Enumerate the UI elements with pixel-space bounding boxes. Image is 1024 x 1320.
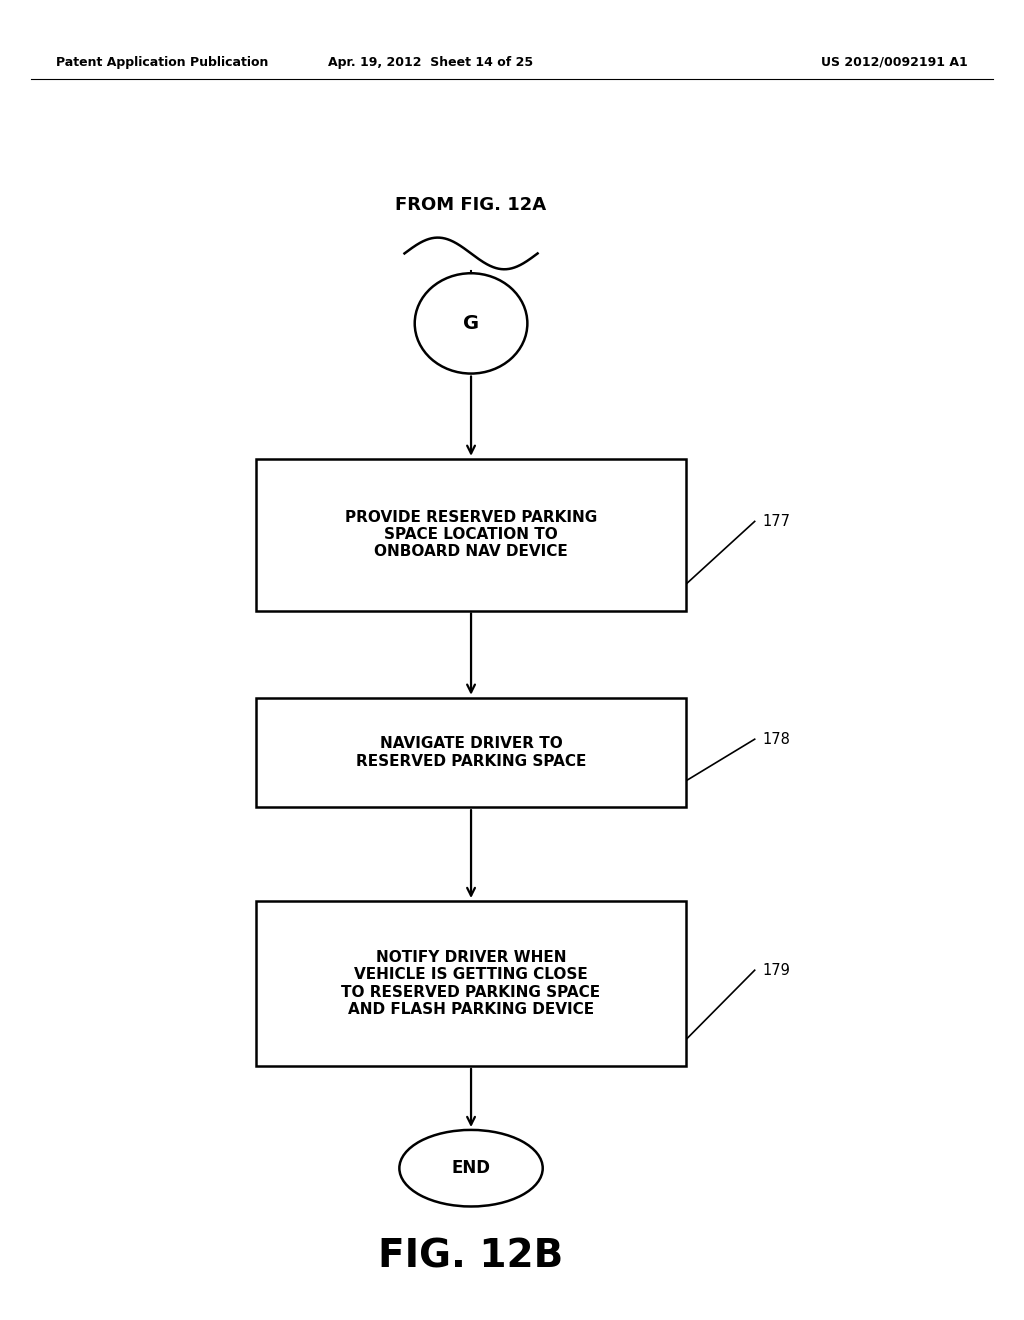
Text: NAVIGATE DRIVER TO
RESERVED PARKING SPACE: NAVIGATE DRIVER TO RESERVED PARKING SPAC…: [356, 737, 586, 768]
FancyBboxPatch shape: [256, 697, 686, 807]
Text: US 2012/0092191 A1: US 2012/0092191 A1: [821, 55, 968, 69]
Text: FROM FIG. 12A: FROM FIG. 12A: [395, 195, 547, 214]
Text: 179: 179: [763, 962, 791, 978]
Text: Apr. 19, 2012  Sheet 14 of 25: Apr. 19, 2012 Sheet 14 of 25: [328, 55, 532, 69]
Text: PROVIDE RESERVED PARKING
SPACE LOCATION TO
ONBOARD NAV DEVICE: PROVIDE RESERVED PARKING SPACE LOCATION …: [345, 510, 597, 560]
Text: G: G: [463, 314, 479, 333]
FancyBboxPatch shape: [256, 459, 686, 610]
Text: 178: 178: [763, 731, 791, 747]
FancyBboxPatch shape: [256, 900, 686, 1067]
Text: FIG. 12B: FIG. 12B: [379, 1238, 563, 1275]
Text: NOTIFY DRIVER WHEN
VEHICLE IS GETTING CLOSE
TO RESERVED PARKING SPACE
AND FLASH : NOTIFY DRIVER WHEN VEHICLE IS GETTING CL…: [341, 950, 601, 1016]
Text: Patent Application Publication: Patent Application Publication: [56, 55, 268, 69]
Text: END: END: [452, 1159, 490, 1177]
Text: 177: 177: [763, 513, 791, 529]
